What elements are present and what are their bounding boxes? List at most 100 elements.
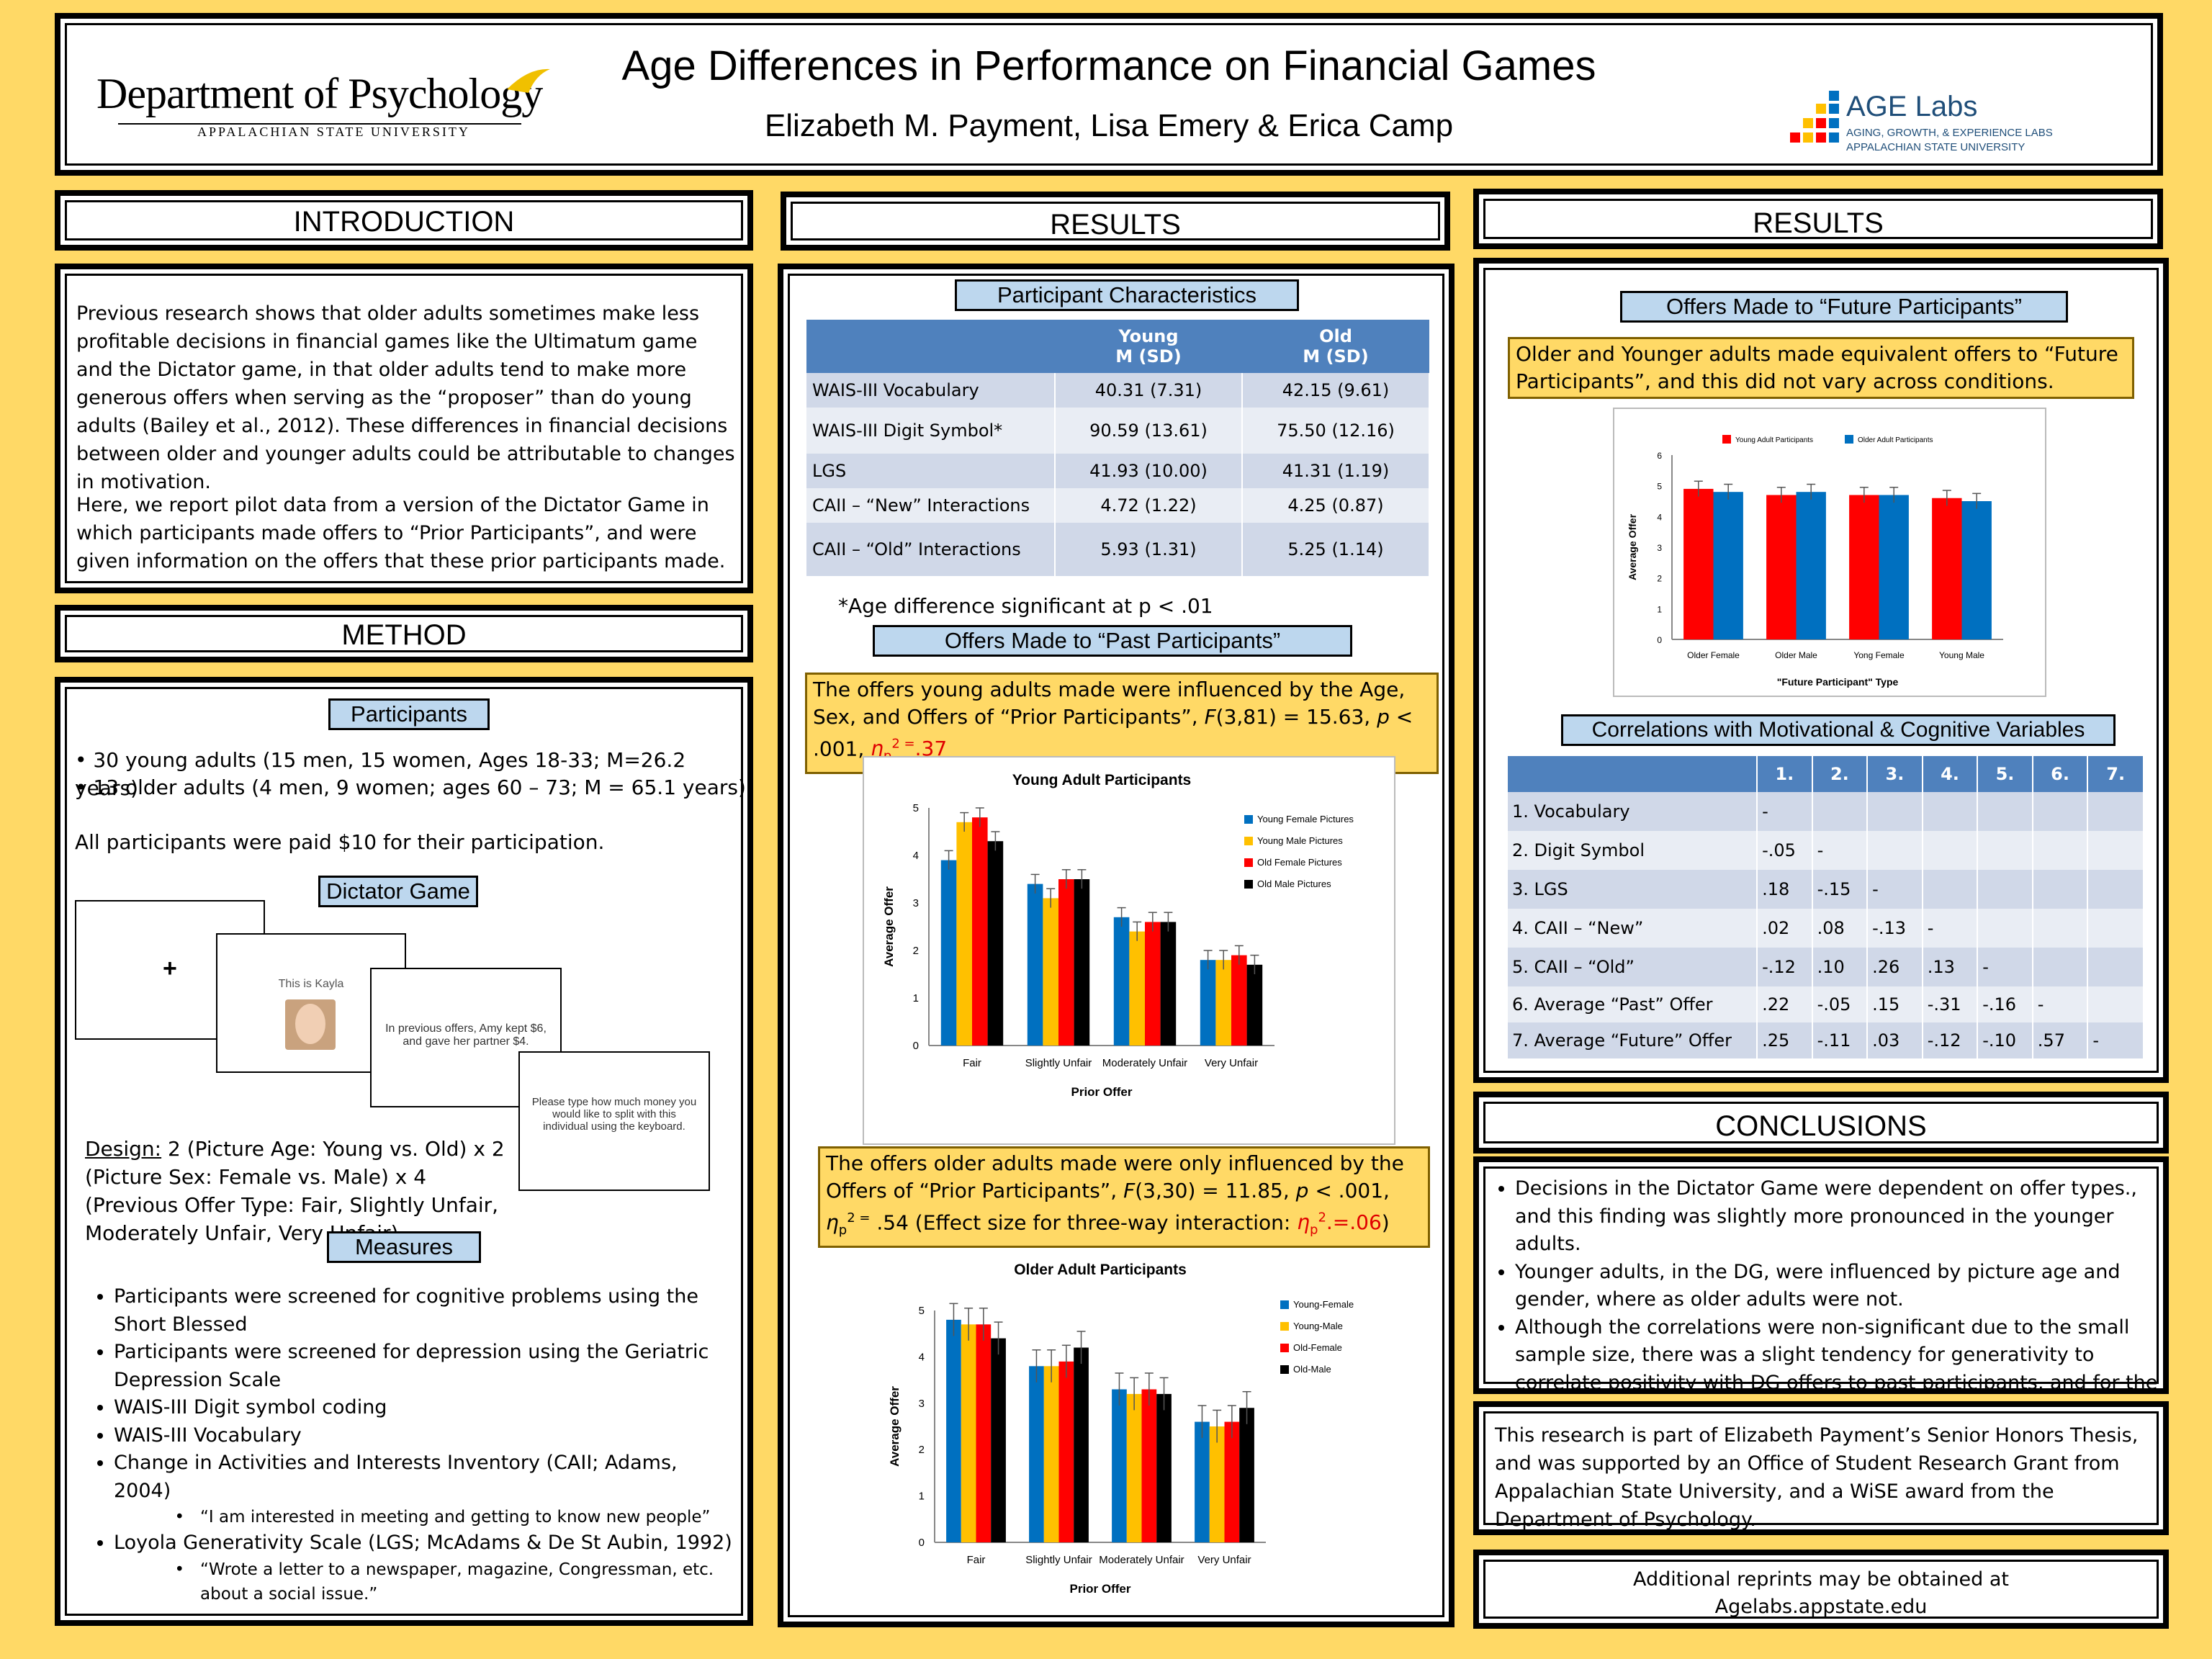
legend-entry: Young Female Pictures bbox=[1257, 814, 1354, 824]
reprints-url: Agelabs.appstate.edu bbox=[1714, 1596, 1928, 1618]
table-cell: - bbox=[1921, 909, 1978, 948]
table-cell bbox=[2087, 909, 2143, 948]
y-axis-title: Average Offer bbox=[1627, 513, 1638, 580]
intro-heading: INTRODUCTION bbox=[293, 206, 515, 238]
dictator-game-label: Dictator Game bbox=[318, 876, 478, 907]
x-tick-label: Moderately Unfair bbox=[1099, 1554, 1184, 1566]
table-cell: - bbox=[2087, 1022, 2143, 1058]
table-cell: -.05 bbox=[1811, 986, 1868, 1022]
results-heading: RESULTS bbox=[1050, 209, 1181, 240]
table-cell bbox=[2087, 986, 2143, 1022]
table-cell bbox=[2087, 870, 2143, 909]
results2-heading: RESULTS bbox=[1753, 207, 1884, 239]
face-photo bbox=[285, 999, 336, 1050]
future-participants-chart: 0 1 2 3 4 5 6 Older Female Older Male Yong Female… bbox=[1613, 408, 2046, 697]
table-footnote: *Age difference significant at p < .01 bbox=[838, 594, 1213, 618]
results2-heading-box: RESULTS bbox=[1473, 189, 2163, 249]
table-header: 1. bbox=[1756, 756, 1812, 792]
bar bbox=[987, 841, 1004, 1046]
table-row: 7. Average “Future” Offer .25 -.11.03 -.12-… bbox=[1506, 1022, 2143, 1058]
bar bbox=[972, 817, 988, 1046]
table-cell: 4. CAII – “New” bbox=[1506, 909, 1758, 948]
bar bbox=[1849, 495, 1879, 639]
list-item: “Wrote a letter to a newspaper, magazine… bbox=[200, 1557, 737, 1606]
table-cell: .57 bbox=[2031, 1022, 2088, 1058]
table-cell: -.12 bbox=[1921, 1022, 1978, 1058]
intro-panel: Previous research shows that older adult… bbox=[55, 264, 753, 593]
table-cell bbox=[2087, 792, 2143, 831]
bar bbox=[1113, 917, 1130, 1046]
method-heading: METHOD bbox=[341, 619, 467, 651]
y-axis-title: Average Offer bbox=[882, 886, 896, 967]
y-tick-label: 0 bbox=[919, 1537, 925, 1549]
payment-text: All participants were paid $10 for their… bbox=[75, 830, 605, 854]
bar bbox=[1215, 960, 1231, 1046]
list-item: WAIS-III Digit symbol coding bbox=[114, 1394, 737, 1422]
conclusions-heading: CONCLUSIONS bbox=[1715, 1110, 1927, 1142]
bar bbox=[940, 860, 957, 1046]
intro-heading-box: INTRODUCTION bbox=[55, 190, 753, 251]
legend-entry: Old Female Pictures bbox=[1257, 857, 1342, 868]
table-cell: 1. Vocabulary bbox=[1506, 792, 1758, 831]
table-cell bbox=[2031, 909, 2088, 948]
bar bbox=[1246, 964, 1263, 1046]
legend-entry: Old-Female bbox=[1293, 1342, 1342, 1353]
legend-swatch bbox=[1244, 815, 1253, 824]
bar bbox=[1156, 1393, 1172, 1542]
y-tick-label: 4 bbox=[913, 850, 919, 862]
table-cell: -.15 bbox=[1811, 870, 1868, 909]
y-tick-label: 2 bbox=[1657, 574, 1662, 584]
table-cell: 5. CAII – “Old” bbox=[1506, 948, 1758, 986]
y-tick-label: 6 bbox=[1657, 451, 1662, 461]
table-cell bbox=[1811, 792, 1868, 831]
table-cell: .10 bbox=[1811, 948, 1868, 986]
bar bbox=[976, 1324, 992, 1542]
bar bbox=[1074, 879, 1090, 1046]
older-adult-finding: The offers older adults made were only i… bbox=[818, 1146, 1430, 1248]
table-cell: 90.59 (13.61) bbox=[1055, 408, 1243, 454]
reprints-text: Additional reprints may be obtained at bbox=[1633, 1568, 2009, 1591]
table-row: 1. Vocabulary - bbox=[1506, 792, 2143, 831]
legend-swatch bbox=[1722, 435, 1731, 444]
measures-label: Measures bbox=[327, 1231, 481, 1263]
design-text: Design: 2 (Picture Age: Young vs. Old) x… bbox=[85, 1137, 505, 1245]
acknowledgement-text: This research is part of Elizabeth Payme… bbox=[1495, 1424, 2139, 1531]
table-cell: CAII – “Old” Interactions bbox=[806, 523, 1056, 576]
x-axis-title: Prior Offer bbox=[1071, 1085, 1132, 1099]
participants-old: • 13 older adults (4 men, 9 women; ages … bbox=[75, 775, 746, 799]
table-row: CAII – “New” Interactions 4.72 (1.22) 4.25… bbox=[806, 488, 1430, 523]
table-cell: .26 bbox=[1866, 948, 1923, 986]
bar bbox=[1683, 488, 1714, 639]
bird-icon bbox=[507, 68, 550, 93]
list-item: Participants were screened for depressio… bbox=[114, 1339, 737, 1394]
conclusions-heading-box: CONCLUSIONS bbox=[1473, 1092, 2169, 1154]
x-tick-label: Older Male bbox=[1775, 650, 1817, 660]
y-axis-title: Average Offer bbox=[888, 1386, 902, 1467]
x-tick-label: Yong Female bbox=[1853, 650, 1905, 660]
bar bbox=[1126, 1393, 1142, 1542]
participants-young: • 30 young adults (15 men, 15 women, Age… bbox=[75, 748, 686, 800]
bar bbox=[1129, 931, 1145, 1046]
table-cell: 41.93 (10.00) bbox=[1055, 454, 1243, 488]
conclusions-panel: Decisions in the Dictator Game were depe… bbox=[1473, 1156, 2169, 1421]
legend-swatch bbox=[1244, 880, 1253, 889]
legend-entry: Old-Male bbox=[1293, 1364, 1331, 1375]
bar bbox=[1160, 922, 1177, 1046]
x-tick-label: Very Unfair bbox=[1197, 1554, 1251, 1566]
table-cell: 5.93 (1.31) bbox=[1055, 523, 1243, 576]
legend-swatch bbox=[1280, 1344, 1289, 1352]
table-cell: -.31 bbox=[1921, 986, 1978, 1022]
age-labs-logo: AGE Labs AGING, GROWTH, & EXPERIENCE LAB… bbox=[1789, 91, 2091, 163]
table-cell: -.12 bbox=[1756, 948, 1812, 986]
bar bbox=[1058, 1361, 1074, 1542]
future-participants-label: Offers Made to “Future Participants” bbox=[1620, 291, 2068, 323]
legend-entry: Young Male Pictures bbox=[1257, 835, 1343, 846]
conclusions-list: Decisions in the Dictator Game were depe… bbox=[1515, 1175, 2163, 1425]
list-item: Change in Activities and Interests Inven… bbox=[114, 1449, 737, 1505]
table-cell bbox=[2031, 792, 2088, 831]
slide-response: Please type how much money you would lik… bbox=[518, 1051, 710, 1191]
y-tick-label: 3 bbox=[913, 897, 919, 909]
young-adult-chart: Young Adult Participants 0 1 2 3 4 5 Fair Slight… bbox=[863, 756, 1395, 1145]
table-cell: 42.15 (9.61) bbox=[1242, 373, 1430, 408]
table-header: Young M (SD) bbox=[1055, 320, 1242, 373]
